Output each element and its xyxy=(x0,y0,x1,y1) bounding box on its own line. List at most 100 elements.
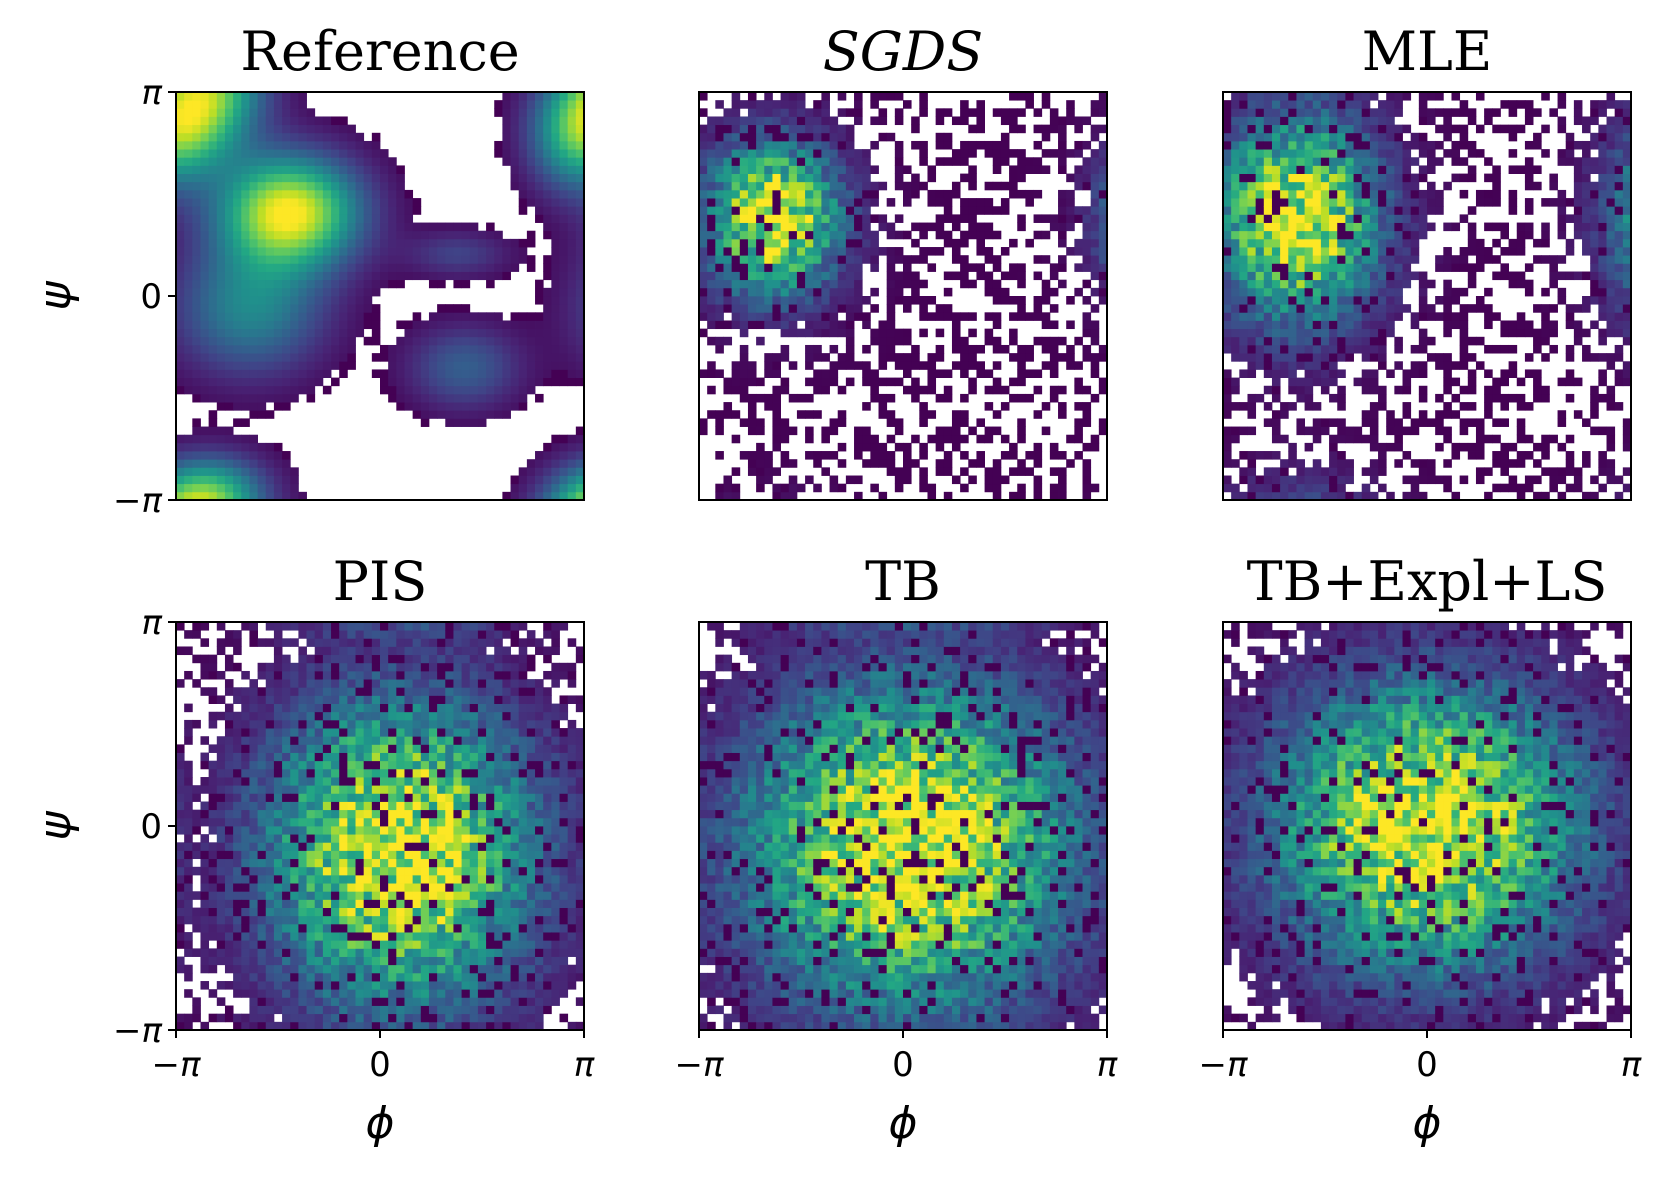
heatmap-cell xyxy=(1484,402,1493,411)
heatmap-cell xyxy=(265,255,275,264)
heatmap-cell xyxy=(543,263,552,272)
heatmap-cell xyxy=(200,230,210,240)
heatmap-cell xyxy=(951,434,961,444)
heatmap-cell xyxy=(1443,377,1452,387)
heatmap-cell xyxy=(1239,247,1248,256)
heatmap-cell xyxy=(575,336,585,346)
heatmap-cell xyxy=(1614,271,1624,281)
heatmap-cell xyxy=(911,238,920,248)
heatmap-cell xyxy=(249,369,258,378)
heatmap-cell xyxy=(1565,393,1575,403)
heatmap-cell xyxy=(1320,320,1330,330)
heatmap-cell xyxy=(707,255,716,264)
heatmap-cell xyxy=(911,361,920,370)
heatmap-cell xyxy=(1304,369,1314,378)
heatmap-cell xyxy=(575,426,585,436)
heatmap-cell xyxy=(764,214,773,223)
heatmap-cell xyxy=(715,189,724,199)
heatmap-cell xyxy=(927,377,937,387)
heatmap-cell xyxy=(1614,320,1624,330)
heatmap-cell xyxy=(1049,393,1059,403)
heatmap-cell xyxy=(805,353,814,362)
heatmap-cell xyxy=(813,149,822,158)
heatmap-cell xyxy=(756,189,765,199)
heatmap-cell xyxy=(837,353,847,362)
heatmap-cell xyxy=(216,899,226,908)
heatmap-cell xyxy=(1500,100,1509,109)
heatmap-cell xyxy=(371,157,381,166)
heatmap-cell xyxy=(208,670,218,680)
heatmap-cell xyxy=(1082,255,1092,264)
heatmap-cell xyxy=(813,108,822,117)
heatmap-cell xyxy=(494,255,503,264)
heatmap-cell xyxy=(1000,402,1010,411)
heatmap-cell xyxy=(1304,312,1314,321)
heatmap-cell xyxy=(1443,124,1452,134)
heatmap-cell xyxy=(1337,287,1346,297)
heatmap-cell xyxy=(1271,451,1281,460)
heatmap-cell xyxy=(184,483,193,493)
heatmap-cell xyxy=(845,328,855,338)
heatmap-cell xyxy=(363,198,373,207)
heatmap-cell xyxy=(747,320,757,330)
heatmap-cell xyxy=(1590,271,1599,281)
heatmap-cell xyxy=(249,263,258,272)
heatmap-cell xyxy=(241,255,250,264)
heatmap-cell xyxy=(1410,198,1420,207)
heatmap-cell xyxy=(1090,434,1100,444)
heatmap-cell xyxy=(322,238,332,248)
heatmap-cell xyxy=(1533,132,1542,142)
heatmap-cell xyxy=(192,92,201,101)
heatmap-cell xyxy=(1247,402,1257,411)
heatmap-cell xyxy=(1304,238,1314,248)
heatmap-cell xyxy=(1255,320,1265,330)
heatmap-cell xyxy=(1074,451,1083,460)
heatmap-cell xyxy=(257,247,267,256)
heatmap-cell xyxy=(951,247,961,256)
heatmap-cell xyxy=(461,361,471,370)
heatmap-cell xyxy=(1484,410,1493,419)
heatmap-cell xyxy=(780,157,790,166)
heatmap-cell xyxy=(339,238,348,248)
heatmap-cell xyxy=(208,377,218,387)
heatmap-cell xyxy=(1082,279,1092,289)
heatmap-cell xyxy=(1345,263,1354,272)
heatmap-cell xyxy=(1459,255,1469,264)
heatmap-cell xyxy=(1329,214,1338,223)
heatmap-cell xyxy=(984,271,994,281)
heatmap-cell xyxy=(1573,108,1583,117)
heatmap-cell xyxy=(331,124,340,134)
heatmap-cell xyxy=(837,263,847,272)
heatmap-cell xyxy=(1361,312,1371,321)
heatmap-cell xyxy=(551,149,560,158)
heatmap-cell xyxy=(1263,304,1273,313)
heatmap-cell xyxy=(1573,189,1583,199)
heatmap-cell xyxy=(1541,353,1550,362)
heatmap-cell xyxy=(1049,451,1059,460)
heatmap-cell xyxy=(518,344,528,354)
heatmap-cell xyxy=(273,108,283,117)
heatmap-cell xyxy=(739,116,749,126)
heatmap-cell xyxy=(380,263,389,272)
heatmap-cell xyxy=(707,132,716,142)
heatmap-cell xyxy=(1598,149,1607,158)
heatmap-cell xyxy=(1280,116,1289,126)
heatmap-cell xyxy=(1247,304,1257,313)
heatmap-cell xyxy=(176,271,185,281)
heatmap-cell xyxy=(1443,279,1452,289)
heatmap-cell xyxy=(1255,296,1265,305)
heatmap-cell xyxy=(943,385,953,395)
heatmap-cell xyxy=(1271,467,1281,476)
heatmap-cell xyxy=(559,189,569,199)
heatmap-cell xyxy=(992,296,1002,305)
heatmap-cell xyxy=(510,100,520,109)
heatmap-cell xyxy=(723,279,733,289)
heatmap-cell xyxy=(1098,189,1108,199)
heatmap-cell xyxy=(1247,222,1257,232)
heatmap-cell xyxy=(1255,149,1265,158)
heatmap-cell xyxy=(518,149,528,158)
heatmap-cell xyxy=(241,124,250,134)
panel-title: SGDS xyxy=(823,20,983,83)
heatmap-cell xyxy=(1459,418,1469,427)
heatmap-cell xyxy=(1541,451,1550,460)
